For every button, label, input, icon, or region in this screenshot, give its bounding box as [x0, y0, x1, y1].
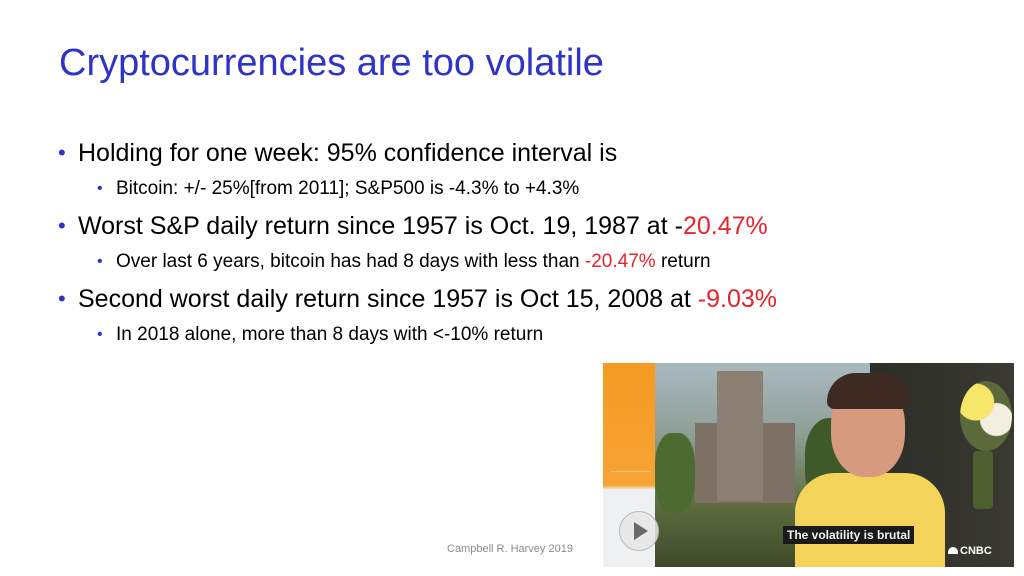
- bullet-dot-icon: •: [97, 326, 103, 343]
- video-caption: The volatility is brutal: [783, 526, 915, 544]
- bullet-list: • Holding for one week: 95% confidence i…: [58, 136, 958, 355]
- bullet-dot-icon: •: [97, 253, 103, 270]
- bullet-dot-icon: •: [58, 286, 66, 311]
- sub-bullet-item: • Over last 6 years, bitcoin has had 8 d…: [58, 247, 958, 277]
- sub-bullet-text: Over last 6 years, bitcoin has had 8 day…: [116, 251, 585, 272]
- bullet-highlight: 20.47%: [682, 212, 768, 240]
- sub-bullet-text: In 2018 alone, more than 8 days with <-1…: [116, 324, 544, 345]
- embedded-video[interactable]: The volatility is brutal CNBC: [603, 363, 1014, 567]
- sub-bullet-item: • Bitcoin: +/- 25%[from 2011]; S&P500 is…: [58, 174, 958, 204]
- peacock-icon: [948, 547, 958, 554]
- presenter-image: [795, 473, 945, 567]
- sub-bullet-text: Bitcoin: +/- 25%[from 2011]; S&P500 is -…: [116, 178, 580, 199]
- flowers-image: [960, 381, 1012, 451]
- sub-bullet-text-suffix: return: [655, 251, 711, 272]
- bullet-dot-icon: •: [97, 180, 103, 197]
- bullet-highlight: -9.03%: [697, 285, 778, 313]
- bullet-text: Holding for one week: 95% confidence int…: [78, 139, 618, 167]
- slide-title: Cryptocurrencies are too volatile: [59, 42, 604, 84]
- sub-bullet-highlight: -20.47%: [584, 251, 656, 272]
- bullet-text: Second worst daily return since 1957 is …: [78, 285, 698, 313]
- play-icon[interactable]: [619, 511, 659, 551]
- sub-bullet-item: • In 2018 alone, more than 8 days with <…: [58, 320, 958, 350]
- network-logo: CNBC: [948, 545, 992, 557]
- bullet-text: Worst S&P daily return since 1957 is Oct…: [78, 212, 683, 240]
- bullet-dot-icon: •: [58, 213, 66, 238]
- bullet-item: • Holding for one week: 95% confidence i…: [58, 136, 958, 170]
- slide-footer: Campbell R. Harvey 2019: [447, 543, 573, 555]
- bullet-item: • Worst S&P daily return since 1957 is O…: [58, 209, 958, 243]
- bullet-dot-icon: •: [58, 140, 66, 165]
- bullet-item: • Second worst daily return since 1957 i…: [58, 282, 958, 316]
